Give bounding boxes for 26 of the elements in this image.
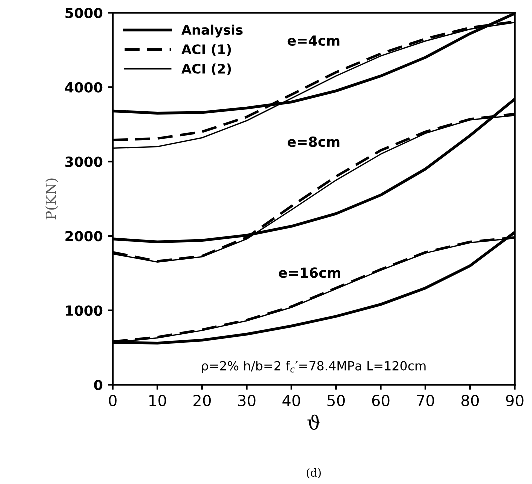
x-tick-label: 60 [372,394,390,407]
y-tick-label: 0 [94,380,103,390]
x-tick-label: 70 [417,394,434,407]
y-tick-label: 4000 [65,82,103,93]
x-tick-label: 10 [150,394,166,407]
x-tick-label: 30 [238,394,256,407]
text: (d) [306,468,322,479]
annotation: e=4cm [288,36,340,46]
x-tick-label: 0 [109,394,117,407]
x-tick-label: 90 [506,394,524,407]
legend-label: Analysis [182,24,243,38]
x-tick-label: 20 [194,394,212,407]
x-tick-label: 80 [462,394,480,407]
y-tick-label: 5000 [66,8,103,18]
annotation: e=8cm [288,136,340,148]
annotation: e=16cm [279,268,340,278]
legend-label: ACI (2) [182,64,232,76]
annotation: ρ=2% h/b=2 f$_{c}$′=78.4MPa L=120cm [202,361,426,374]
y-axis-title: P(KN) [46,178,58,220]
y-tick-label: 1000 [66,306,103,316]
y-tick-label: 3000 [66,156,103,168]
x-axis-title: ϑ [308,414,320,430]
y-tick-label: 2000 [66,231,103,242]
x-tick-label: 40 [282,394,300,407]
x-tick-label: 50 [328,394,346,407]
legend-label: ACI (1) [182,44,232,56]
